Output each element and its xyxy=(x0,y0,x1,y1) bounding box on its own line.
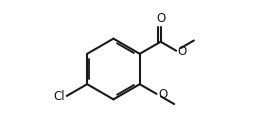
Text: Cl: Cl xyxy=(54,90,65,103)
Text: O: O xyxy=(156,12,165,25)
Text: O: O xyxy=(158,88,167,101)
Text: O: O xyxy=(178,45,187,58)
